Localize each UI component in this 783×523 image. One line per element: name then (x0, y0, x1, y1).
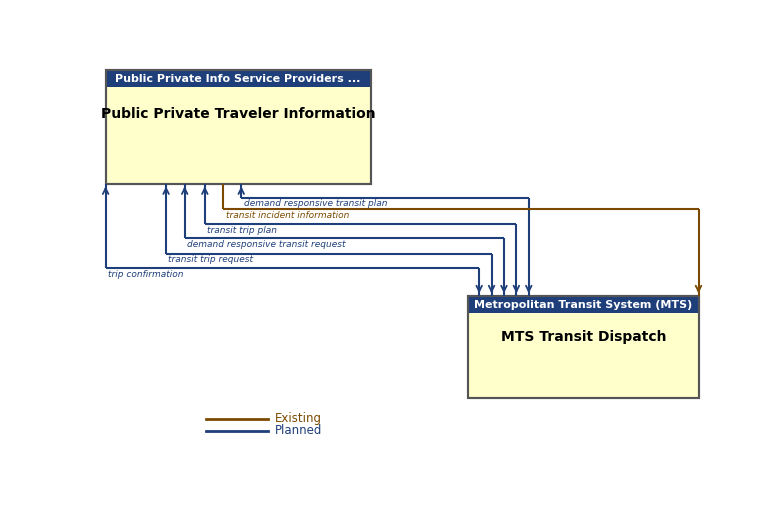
Text: MTS Transit Dispatch: MTS Transit Dispatch (500, 329, 666, 344)
Text: trip confirmation: trip confirmation (108, 270, 183, 279)
Bar (106, 71, 370, 87)
Bar (106, 71, 370, 184)
Text: Public Private Traveler Information: Public Private Traveler Information (101, 107, 376, 121)
Bar (106, 71, 370, 184)
Bar (468, 296, 698, 397)
Text: Metropolitan Transit System (MTS): Metropolitan Transit System (MTS) (474, 300, 692, 310)
Text: Public Private Info Service Providers ...: Public Private Info Service Providers ..… (115, 74, 361, 84)
Bar (468, 296, 698, 313)
Text: Existing: Existing (275, 412, 322, 425)
Bar (468, 296, 698, 397)
Text: transit trip plan: transit trip plan (207, 226, 277, 235)
Text: Planned: Planned (275, 424, 322, 437)
Text: demand responsive transit plan: demand responsive transit plan (244, 199, 387, 208)
Text: transit incident information: transit incident information (226, 211, 349, 220)
Text: transit trip request: transit trip request (168, 255, 254, 264)
Text: demand responsive transit request: demand responsive transit request (187, 240, 345, 249)
